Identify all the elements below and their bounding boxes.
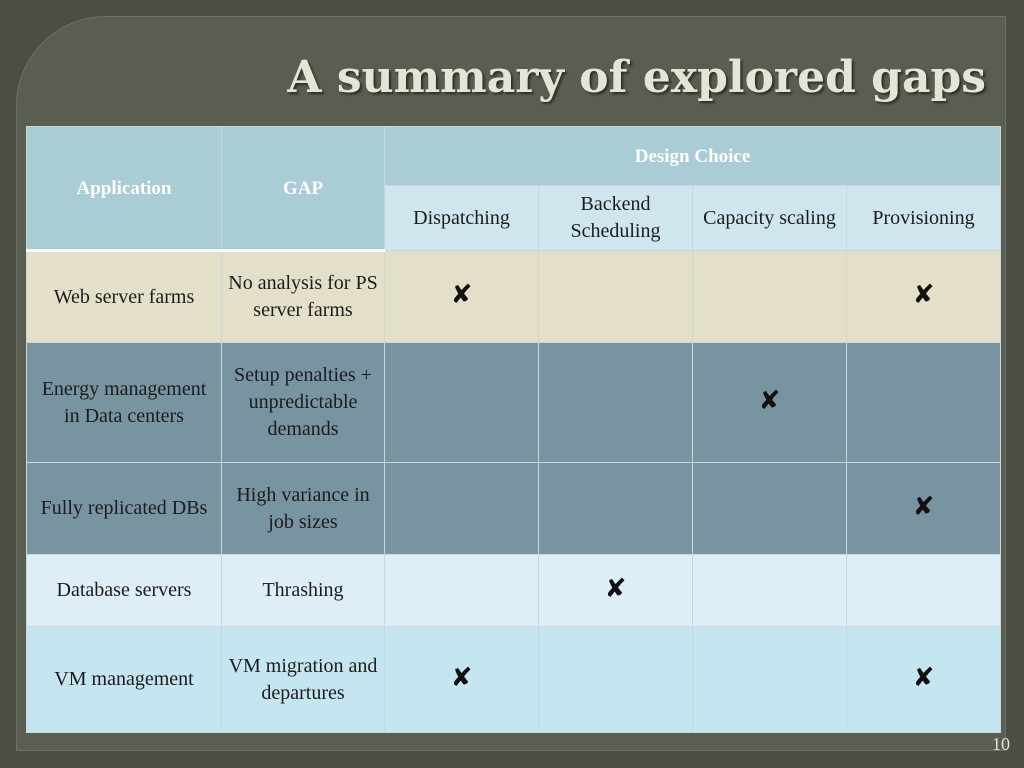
cell-dispatching: [384, 462, 539, 555]
cell-gap: VM migration and departures: [221, 626, 385, 733]
header-gap: GAP: [221, 126, 385, 252]
page-number: 10: [992, 734, 1010, 754]
cell-provisioning: [845, 554, 1002, 627]
cross-mark-icon: ✘: [604, 574, 627, 604]
cell-provisioning: [845, 342, 1002, 463]
table-row: Energy management in Data centers Setup p…: [26, 342, 1002, 463]
header-dispatching: Dispatching: [384, 185, 539, 251]
header-application: Application: [26, 126, 222, 252]
cross-mark-icon: ✘: [450, 280, 473, 310]
cell-provisioning: ✘: [845, 250, 1002, 343]
cell-application: Database servers: [26, 554, 222, 627]
table-subheader-row: Dispatching Backend Scheduling Capacity …: [27, 185, 1002, 251]
slide-title: A summary of explored gaps: [287, 52, 986, 103]
header-capacity-scaling: Capacity scaling: [692, 185, 847, 251]
cell-backend-scheduling: [538, 462, 693, 555]
cell-gap: Setup penalties + unpredictable demands: [221, 342, 385, 463]
cross-mark-icon: ✘: [912, 280, 935, 310]
table-row: Database servers Thrashing ✘: [26, 554, 1002, 627]
table-row: Web server farms No analysis for PS serve…: [26, 250, 1002, 343]
cell-dispatching: ✘: [384, 626, 539, 733]
table-body: Web server farms No analysis for PS serve…: [26, 250, 1002, 733]
cell-application: Web server farms: [26, 250, 222, 343]
cell-backend-scheduling: [538, 626, 693, 733]
cell-backend-scheduling: [538, 342, 693, 463]
cell-capacity-scaling: ✘: [692, 342, 847, 463]
cell-capacity-scaling: [692, 554, 847, 627]
header-design-choice: Design Choice: [383, 126, 1002, 186]
cell-gap: Thrashing: [221, 554, 385, 627]
cell-dispatching: [384, 554, 539, 627]
cell-provisioning: ✘: [845, 626, 1002, 733]
cell-application: VM management: [26, 626, 222, 733]
header-backend-scheduling: Backend Scheduling: [538, 185, 693, 251]
header-provisioning: Provisioning: [845, 185, 1002, 251]
cell-provisioning: ✘: [845, 462, 1002, 555]
cell-application: Fully replicated DBs: [26, 462, 222, 555]
cell-capacity-scaling: [692, 462, 847, 555]
cross-mark-icon: ✘: [912, 492, 935, 522]
table-row: Fully replicated DBs High variance in job…: [26, 462, 1002, 555]
cell-dispatching: [384, 342, 539, 463]
cell-application: Energy management in Data centers: [26, 342, 222, 463]
cell-backend-scheduling: ✘: [538, 554, 693, 627]
gaps-table: Application GAP Design Choice Dispatchin…: [26, 126, 1002, 733]
cross-mark-icon: ✘: [450, 663, 473, 693]
cross-mark-icon: ✘: [758, 386, 781, 416]
cross-mark-icon: ✘: [912, 663, 935, 693]
table-header-row: Application GAP Design Choice: [26, 126, 1002, 252]
cell-backend-scheduling: [538, 250, 693, 343]
cell-capacity-scaling: [692, 250, 847, 343]
cell-dispatching: ✘: [384, 250, 539, 343]
table-row: VM management VM migration and departures…: [26, 626, 1002, 733]
cell-capacity-scaling: [692, 626, 847, 733]
cell-gap: High variance in job sizes: [221, 462, 385, 555]
cell-gap: No analysis for PS server farms: [221, 250, 385, 343]
